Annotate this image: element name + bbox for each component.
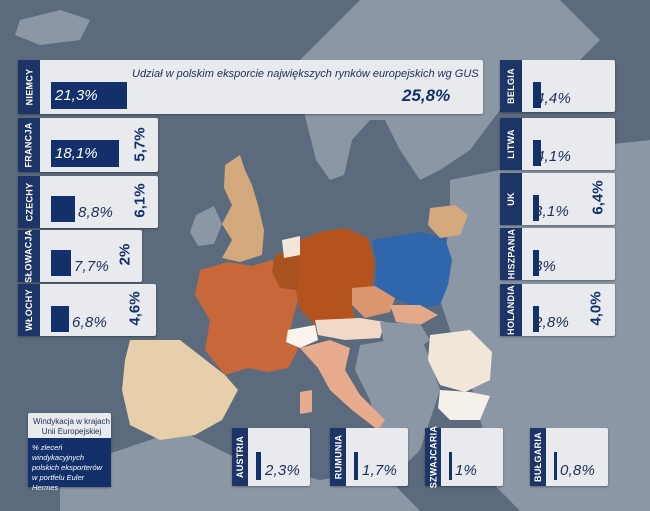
romania-region	[428, 330, 492, 392]
country-tab: RUMUNIA	[330, 428, 346, 486]
export-pct: 4,6%	[126, 291, 144, 326]
card-austria: AUSTRIA 2,3%	[232, 428, 310, 486]
collection-pct: 2,3%	[265, 462, 300, 479]
collection-pct: 3,1%	[534, 203, 569, 220]
uk-region	[222, 155, 264, 262]
legend-title: Windykacja w krajach Unii Europejskiej	[33, 417, 110, 436]
card-szwajcaria: SZWAJCARIA 1%	[425, 426, 503, 488]
collection-bar	[533, 195, 539, 221]
export-pct: 6,1%	[131, 183, 149, 218]
country-tab: CZECHY	[18, 176, 40, 228]
country-tab: BELGIA	[500, 60, 522, 112]
export-pct: 5,7%	[131, 127, 149, 162]
czechia-region	[352, 286, 395, 318]
country-tab: SZWAJCARIA	[425, 426, 441, 488]
collection-bar	[256, 452, 261, 480]
legend: Windykacja w krajach Unii Europejskiej %…	[28, 413, 111, 492]
card-belgia: BELGIA 4,4%	[500, 60, 615, 112]
sardinia-region	[300, 390, 312, 414]
balkans-land	[355, 335, 440, 470]
collection-bar	[533, 140, 541, 166]
italy-region	[300, 340, 385, 430]
collection-pct: 7,7%	[74, 258, 109, 275]
poland-region	[372, 232, 452, 308]
collection-pct: 4,4%	[536, 90, 571, 107]
austria-region	[315, 318, 385, 340]
chart-title: Udział w polskim eksporcie największych …	[132, 68, 479, 80]
france-region	[195, 260, 298, 375]
iceland-land	[15, 10, 90, 45]
collection-pct: 4,1%	[536, 148, 571, 165]
card-francja: FRANCJA 18,1% 5,7%	[18, 118, 158, 172]
lithuania-region	[428, 205, 468, 238]
export-pct: 2%	[116, 243, 134, 266]
collection-bar	[51, 250, 71, 276]
card-bulgaria: BUŁGARIA 0,8%	[530, 428, 608, 486]
collection-bar	[449, 452, 452, 480]
hungary-region	[380, 322, 430, 355]
country-tab: BUŁGARIA	[530, 428, 546, 486]
country-tab: SŁOWACJA	[18, 229, 40, 283]
collection-bar	[51, 196, 75, 222]
country-tab: LITWA	[500, 118, 522, 170]
collection-pct: 8,8%	[78, 204, 113, 221]
netherlands-region	[282, 236, 300, 258]
export-pct: 4,0%	[587, 291, 605, 326]
collection-pct-bar: 18,1%	[51, 140, 119, 167]
collection-bar	[533, 250, 539, 276]
spain-portugal-region	[122, 340, 238, 440]
card-slowacja: SŁOWACJA 7,7% 2%	[18, 229, 142, 283]
export-pct: 6,4%	[589, 180, 607, 215]
collection-pct-bar: 21,3%	[51, 82, 127, 109]
card-litwa: LITWA 4,1%	[500, 118, 615, 170]
collection-bar	[533, 306, 539, 332]
card-czechy: CZECHY 8,8% 6,1%	[18, 176, 158, 228]
export-pct: 25,8%	[402, 86, 451, 105]
collection-pct: 1,7%	[362, 462, 397, 479]
collection-bar	[533, 82, 541, 108]
country-tab: AUSTRIA	[232, 428, 248, 486]
switzerland-region	[286, 325, 318, 348]
collection-bar	[554, 452, 557, 480]
benelux-region	[272, 248, 300, 290]
slovakia-region	[390, 305, 438, 325]
card-rumunia: RUMUNIA 1,7%	[330, 428, 408, 486]
country-tab: HOLANDIA	[500, 284, 522, 336]
legend-description: % zleceń windykacyjnych polskich eksport…	[28, 438, 111, 492]
bulgaria-region	[438, 390, 490, 420]
ireland-land	[190, 206, 222, 246]
collection-pct: 0,8%	[560, 462, 595, 479]
collection-pct: 2,8%	[534, 314, 569, 331]
country-tab: FRANCJA	[18, 118, 40, 172]
card-wlochy: WŁOCHY 6,8% 4,6%	[18, 284, 156, 336]
card-holandia: HOLANDIA 2,8% 4,0%	[500, 284, 615, 336]
collection-bar	[51, 306, 69, 332]
collection-pct: 6,8%	[72, 314, 107, 331]
collection-pct: 3%	[534, 258, 557, 275]
card-hiszpania: HISZPANIA 3%	[500, 228, 615, 280]
collection-bar	[354, 452, 358, 480]
country-tab: UK	[500, 173, 522, 225]
collection-pct: 1%	[455, 462, 478, 479]
card-niemcy: NIEMCY 21,3% Udział w polskim eksporcie …	[18, 60, 483, 114]
country-tab: NIEMCY	[18, 60, 40, 114]
country-tab: WŁOCHY	[18, 284, 40, 336]
country-tab: HISZPANIA	[500, 228, 522, 280]
card-uk: UK 3,1% 6,4%	[500, 173, 615, 225]
